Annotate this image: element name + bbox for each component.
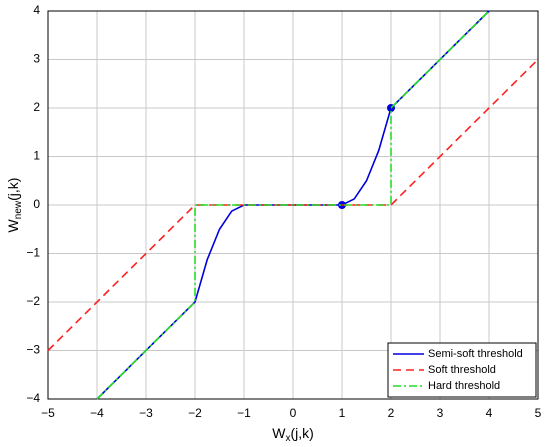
series-line: [96, 10, 490, 400]
legend-label: Semi-soft threshold: [428, 348, 523, 360]
x-axis-label-rest: (j,k): [290, 425, 313, 441]
y-tick-label: 1: [33, 149, 40, 163]
y-tick-label: 0: [33, 197, 40, 211]
x-axis-label-sub: x: [285, 433, 290, 444]
x-tick-label: 5: [535, 406, 542, 420]
x-tick-label: −5: [41, 406, 55, 420]
x-tick-label: 0: [290, 406, 297, 420]
y-tick-label: −3: [26, 343, 40, 357]
y-tick-label: 3: [33, 52, 40, 66]
x-tick-label: 3: [437, 406, 444, 420]
x-tick-label: 1: [339, 406, 346, 420]
plot-frame: [47, 10, 539, 400]
x-tick-label: −3: [139, 406, 153, 420]
x-tick-label: 2: [388, 406, 395, 420]
y-tick-label: −2: [26, 294, 40, 308]
x-tick-label: −4: [90, 406, 104, 420]
y-tick-label: −4: [26, 391, 40, 405]
y-axis-label-main: W: [5, 218, 21, 232]
x-tick-label: −2: [188, 406, 202, 420]
y-axis-label: Wnew(j,k): [5, 178, 24, 233]
y-tick-label: −1: [26, 246, 40, 260]
x-axis-label-main: W: [272, 425, 286, 441]
x-tick-label: −1: [237, 406, 251, 420]
y-tick-label: 2: [33, 100, 40, 114]
y-axis-label-rest: (j,k): [5, 178, 21, 201]
legend-label: Hard threshold: [428, 380, 500, 392]
legend-label: Soft threshold: [428, 364, 496, 376]
y-axis-label-sub: new: [13, 200, 24, 219]
y-tick-label: 4: [33, 3, 40, 17]
x-tick-label: 4: [486, 406, 493, 420]
x-axis-label: Wx(j,k): [272, 425, 314, 444]
